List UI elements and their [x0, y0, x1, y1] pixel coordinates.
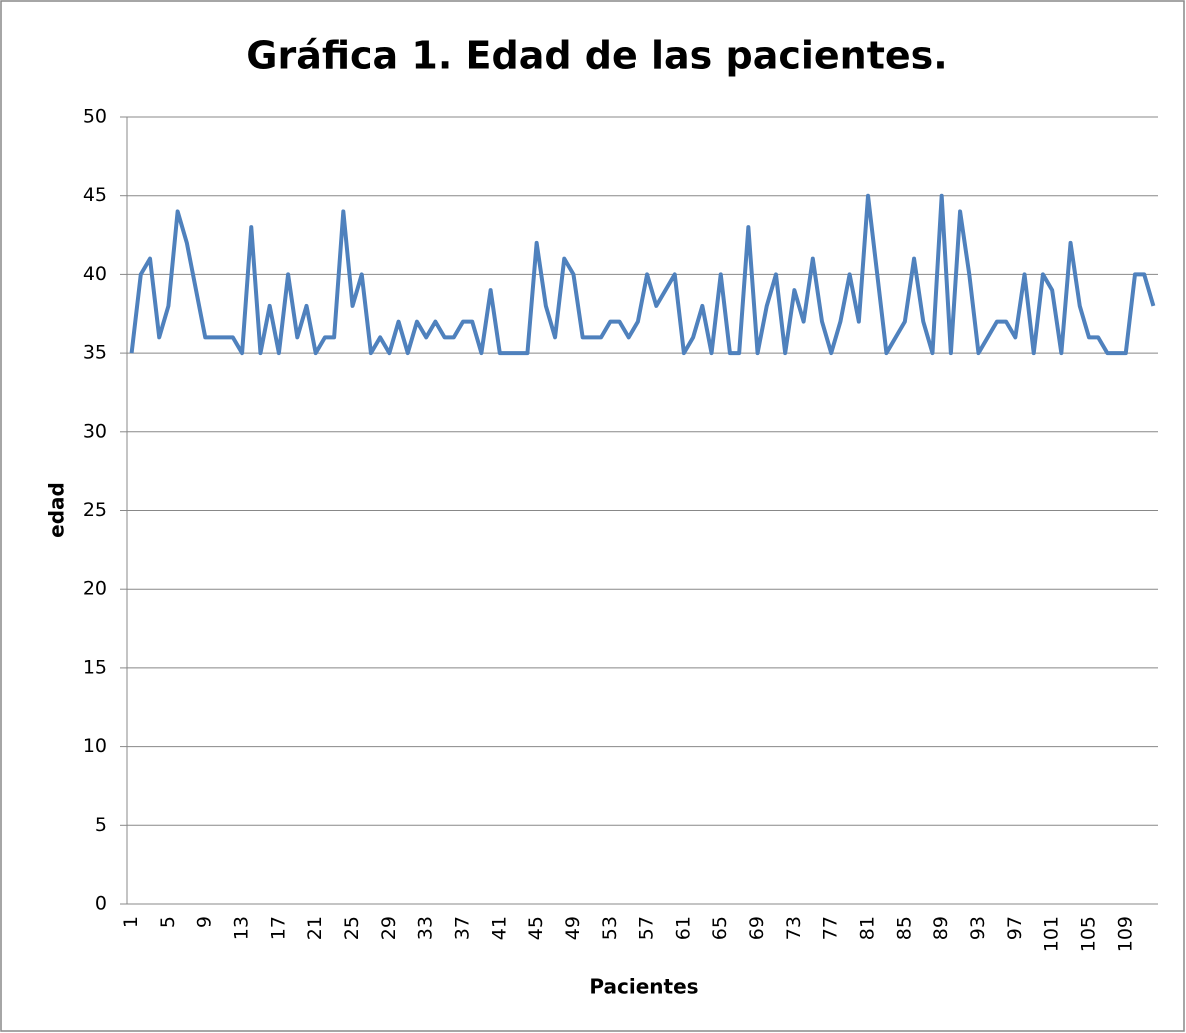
y-tick-label: 40 — [83, 263, 107, 285]
y-tick-label: 35 — [83, 342, 107, 364]
x-tick-label: 109 — [1114, 916, 1136, 952]
x-tick-label: 49 — [562, 916, 584, 940]
x-tick-label: 61 — [672, 916, 694, 940]
x-tick-label: 29 — [378, 916, 400, 940]
x-tick-label: 57 — [636, 916, 658, 940]
x-tick-label: 1 — [120, 916, 142, 928]
x-tick-label: 13 — [231, 916, 253, 940]
y-tick-label: 10 — [83, 735, 107, 757]
x-tick-label: 17 — [267, 916, 289, 940]
x-tick-label: 89 — [930, 916, 952, 940]
x-tick-label: 5 — [157, 916, 179, 928]
x-tick-label: 93 — [967, 916, 989, 940]
x-tick-label: 41 — [488, 916, 510, 940]
x-tick-label: 25 — [341, 916, 363, 940]
x-tick-label: 33 — [415, 916, 437, 940]
y-tick-label: 20 — [83, 578, 107, 600]
y-tick-label: 25 — [83, 499, 107, 521]
x-tick-label: 9 — [194, 916, 216, 928]
x-tick-label: 65 — [709, 916, 731, 940]
y-axis-label: edad — [45, 482, 69, 538]
x-tick-label: 53 — [599, 916, 621, 940]
x-tick-label: 105 — [1077, 916, 1099, 952]
y-tick-label: 15 — [83, 656, 107, 678]
x-tick-label: 81 — [857, 916, 879, 940]
x-tick-label: 37 — [451, 916, 473, 940]
y-tick-label: 50 — [83, 106, 107, 128]
x-tick-label: 97 — [1004, 916, 1026, 940]
x-tick-label: 85 — [893, 916, 915, 940]
x-axis-label: Pacientes — [589, 975, 698, 999]
x-tick-label: 69 — [746, 916, 768, 940]
chart-title: Gráfica 1. Edad de las pacientes. — [246, 34, 947, 78]
y-tick-label: 30 — [83, 420, 107, 442]
x-tick-label: 45 — [525, 916, 547, 940]
line-series — [129, 193, 1156, 356]
x-tick-label: 73 — [783, 916, 805, 940]
x-tick-label: 77 — [820, 916, 842, 940]
y-tick-label: 0 — [95, 893, 107, 915]
x-tick-label: 101 — [1041, 916, 1063, 952]
x-tick-label: 21 — [304, 916, 326, 940]
y-tick-label: 5 — [95, 814, 107, 836]
y-tick-label: 45 — [83, 184, 107, 206]
